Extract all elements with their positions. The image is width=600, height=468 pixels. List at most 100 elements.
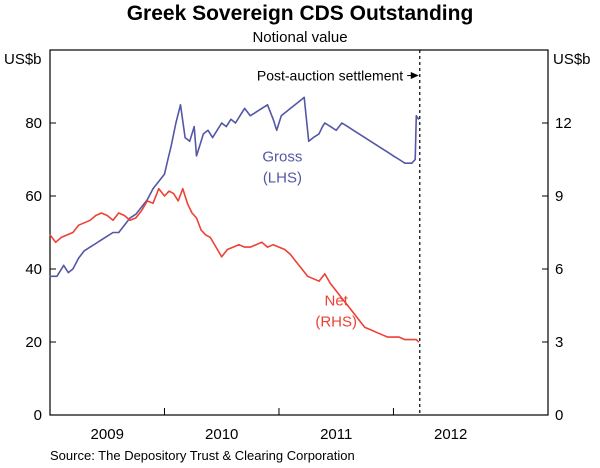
gross-data-point — [318, 133, 320, 135]
net-data-point — [284, 248, 286, 251]
net-data-point — [72, 231, 74, 234]
net-data-point — [341, 297, 343, 299]
gross-data-point — [387, 151, 389, 153]
net-data-point — [266, 246, 269, 248]
right-tick-label: 6 — [555, 261, 563, 278]
gross-data-point — [95, 242, 97, 245]
annotation: Post-auction settlement — [257, 50, 421, 415]
gross-data-point — [141, 206, 143, 208]
gross-data-point — [415, 115, 417, 117]
net-data-point — [123, 214, 125, 217]
gross-data-point — [112, 231, 114, 234]
net-data-point — [255, 244, 257, 246]
x-axis: 2009 2010 2011 2012 — [91, 408, 467, 443]
net-data-point — [329, 283, 332, 285]
gross-data-point — [381, 148, 383, 150]
net-data-point — [347, 304, 349, 307]
x-tick-label: 2009 — [91, 426, 124, 443]
net-data-point — [209, 236, 211, 238]
net-data-point — [95, 214, 97, 217]
net-data-point — [173, 193, 175, 195]
net-data-point — [118, 212, 120, 214]
net-data-point — [301, 268, 303, 270]
right-axis: 0 3 6 9 12 — [542, 115, 572, 424]
net-data-point — [352, 312, 354, 314]
net-data-point — [404, 339, 406, 341]
net-data-point — [141, 210, 143, 212]
net-data-point — [89, 219, 91, 221]
right-tick-label: 9 — [555, 188, 563, 205]
net-data-point — [418, 341, 420, 343]
gross-data-point — [106, 235, 108, 237]
net-data-point — [272, 244, 274, 246]
right-tick-label: 3 — [555, 334, 563, 351]
chart-title: Greek Sovereign CDS Outstanding — [127, 2, 474, 25]
gross-data-point — [276, 129, 278, 131]
gross-data-point — [152, 188, 154, 190]
gross-data-point — [335, 129, 337, 131]
net-data-point — [168, 190, 170, 192]
gross-data-point — [341, 122, 343, 124]
gross-data-point — [175, 122, 177, 124]
net-series-axis-label: (RHS) — [315, 314, 357, 331]
gross-series-line — [50, 96, 420, 278]
source-note: Source: The Depository Trust & Clearing … — [50, 448, 355, 463]
net-data-point — [249, 246, 251, 248]
gross-data-point — [135, 213, 137, 215]
gross-data-point — [179, 104, 182, 106]
net-data-point — [324, 273, 326, 275]
gross-data-point — [285, 111, 287, 113]
right-tick-label: 0 — [555, 407, 563, 424]
gross-data-point — [280, 115, 282, 117]
gross-data-point — [212, 137, 214, 139]
gross-data-point — [352, 129, 354, 131]
net-data-point — [392, 336, 394, 338]
gross-series-axis-label: (LHS) — [263, 169, 302, 186]
gross-data-point — [347, 126, 349, 128]
gross-data-point — [358, 133, 360, 135]
net-data-point — [129, 219, 131, 221]
left-axis: 0 20 40 60 80 — [25, 115, 56, 424]
x-tick-label: 2010 — [205, 426, 238, 443]
gross-data-point — [163, 173, 166, 175]
net-data-point — [307, 275, 309, 277]
net-data-point — [358, 319, 360, 321]
chart-subtitle: Notional value — [252, 29, 347, 46]
gross-data-point — [255, 111, 257, 113]
gross-data-point — [299, 100, 301, 102]
gross-data-point — [364, 137, 366, 139]
gross-data-point — [289, 107, 291, 109]
gross-data-point — [72, 268, 74, 270]
left-tick-label: 40 — [25, 261, 42, 278]
net-data-point — [182, 188, 184, 190]
gross-data-point — [184, 137, 186, 139]
net-data-point — [177, 200, 179, 202]
gross-data-point — [321, 126, 324, 128]
net-data-point — [244, 246, 246, 248]
gross-data-point — [261, 107, 263, 109]
net-data-point — [289, 253, 291, 255]
gross-data-point — [118, 231, 120, 234]
gross-data-point — [392, 155, 394, 157]
left-axis-unit: US$b — [4, 51, 42, 68]
net-data-point — [83, 222, 85, 224]
net-data-point — [261, 241, 263, 243]
net-series-line — [49, 187, 420, 343]
gross-data-point — [170, 144, 172, 146]
x-tick-label: 2011 — [320, 426, 352, 443]
gross-data-point — [239, 115, 241, 117]
gross-data-point — [370, 140, 372, 142]
net-data-point — [387, 336, 389, 338]
gross-data-point — [216, 129, 218, 131]
net-data-point — [295, 261, 297, 263]
gross-data-point — [56, 275, 58, 277]
net-series-label: Net — [325, 293, 349, 310]
net-data-point — [100, 212, 103, 214]
gross-data-point — [230, 118, 232, 120]
net-data-point — [278, 246, 280, 248]
gross-series-label: Gross — [262, 148, 302, 165]
net-data-point — [55, 241, 57, 243]
gross-data-point — [167, 158, 169, 161]
gross-data-point — [207, 129, 209, 131]
